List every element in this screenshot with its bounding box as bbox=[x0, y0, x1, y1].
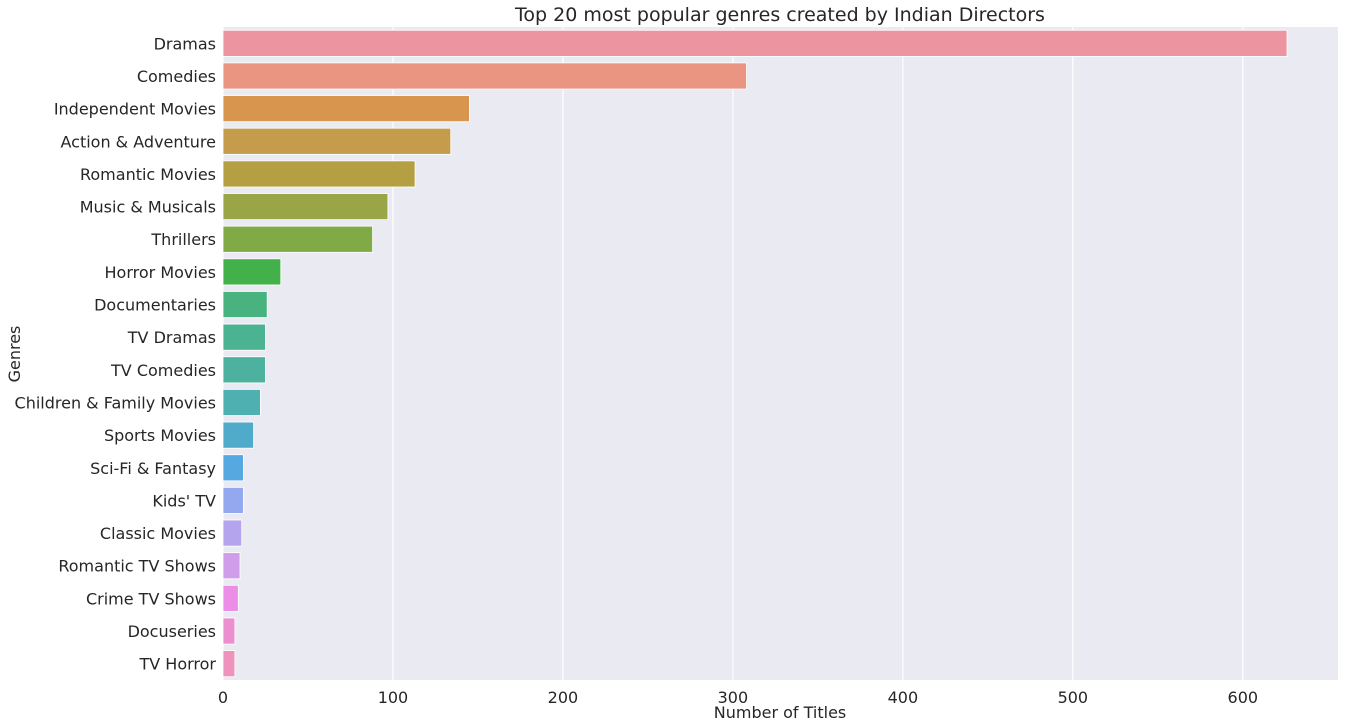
bar bbox=[222, 323, 266, 351]
y-tick-label: Sports Movies bbox=[104, 426, 216, 445]
bars bbox=[222, 29, 1288, 678]
bar bbox=[222, 225, 373, 253]
y-tick-label: TV Horror bbox=[138, 655, 216, 674]
bar bbox=[222, 617, 236, 645]
y-tick-label: Music & Musicals bbox=[80, 198, 216, 217]
bar bbox=[222, 62, 747, 90]
bar bbox=[222, 291, 268, 318]
y-tick-label: Independent Movies bbox=[54, 100, 216, 119]
y-tick-label: Thrillers bbox=[150, 230, 216, 249]
y-tick-label: Horror Movies bbox=[105, 263, 216, 282]
bar bbox=[222, 160, 416, 188]
bar bbox=[222, 454, 244, 482]
x-tick-label: 400 bbox=[888, 688, 919, 707]
y-tick-labels: Dramas Comedies Independent Movies Action &… bbox=[15, 34, 217, 673]
bar bbox=[222, 95, 470, 123]
bar bbox=[222, 421, 254, 449]
y-tick-label: Romantic Movies bbox=[80, 165, 216, 184]
y-tick-label: Crime TV Shows bbox=[86, 589, 216, 608]
bar bbox=[222, 552, 241, 580]
bar bbox=[222, 356, 266, 384]
x-tick-label: 500 bbox=[1058, 688, 1089, 707]
y-axis-label: Genres bbox=[5, 326, 24, 383]
y-tick-label: Kids' TV bbox=[152, 491, 216, 510]
y-tick-label: Classic Movies bbox=[100, 524, 216, 543]
y-tick-label: Docuseries bbox=[128, 622, 216, 641]
y-tick-label: Romantic TV Shows bbox=[58, 557, 216, 576]
y-tick-label: TV Dramas bbox=[127, 328, 216, 347]
plot-area bbox=[223, 27, 1338, 680]
x-tick-label: 200 bbox=[548, 688, 579, 707]
bar bbox=[222, 127, 452, 155]
chart-title: Top 20 most popular genres created by In… bbox=[514, 4, 1045, 26]
y-tick-label: Sci-Fi & Fantasy bbox=[90, 459, 216, 478]
bar bbox=[222, 193, 389, 221]
bar bbox=[222, 29, 1288, 57]
x-tick-label: 600 bbox=[1228, 688, 1259, 707]
bar bbox=[222, 486, 244, 514]
x-tick-label: 300 bbox=[718, 688, 749, 707]
y-tick-label: Children & Family Movies bbox=[15, 393, 216, 412]
x-tick-label: 0 bbox=[218, 688, 228, 707]
bar bbox=[222, 258, 282, 286]
bar bbox=[222, 389, 261, 416]
bar bbox=[222, 584, 239, 612]
y-tick-label: Comedies bbox=[137, 67, 216, 86]
bar bbox=[222, 650, 236, 678]
x-tick-label: 100 bbox=[378, 688, 409, 707]
y-tick-label: Documentaries bbox=[94, 296, 216, 315]
x-axis-label: Number of Titles bbox=[714, 703, 847, 722]
y-tick-label: Dramas bbox=[154, 34, 216, 53]
bar bbox=[222, 519, 243, 547]
y-tick-label: TV Comedies bbox=[110, 361, 216, 380]
x-tick-labels: 0 100 200 300 400 500 600 bbox=[218, 688, 1258, 707]
y-tick-label: Action & Adventure bbox=[60, 132, 216, 151]
